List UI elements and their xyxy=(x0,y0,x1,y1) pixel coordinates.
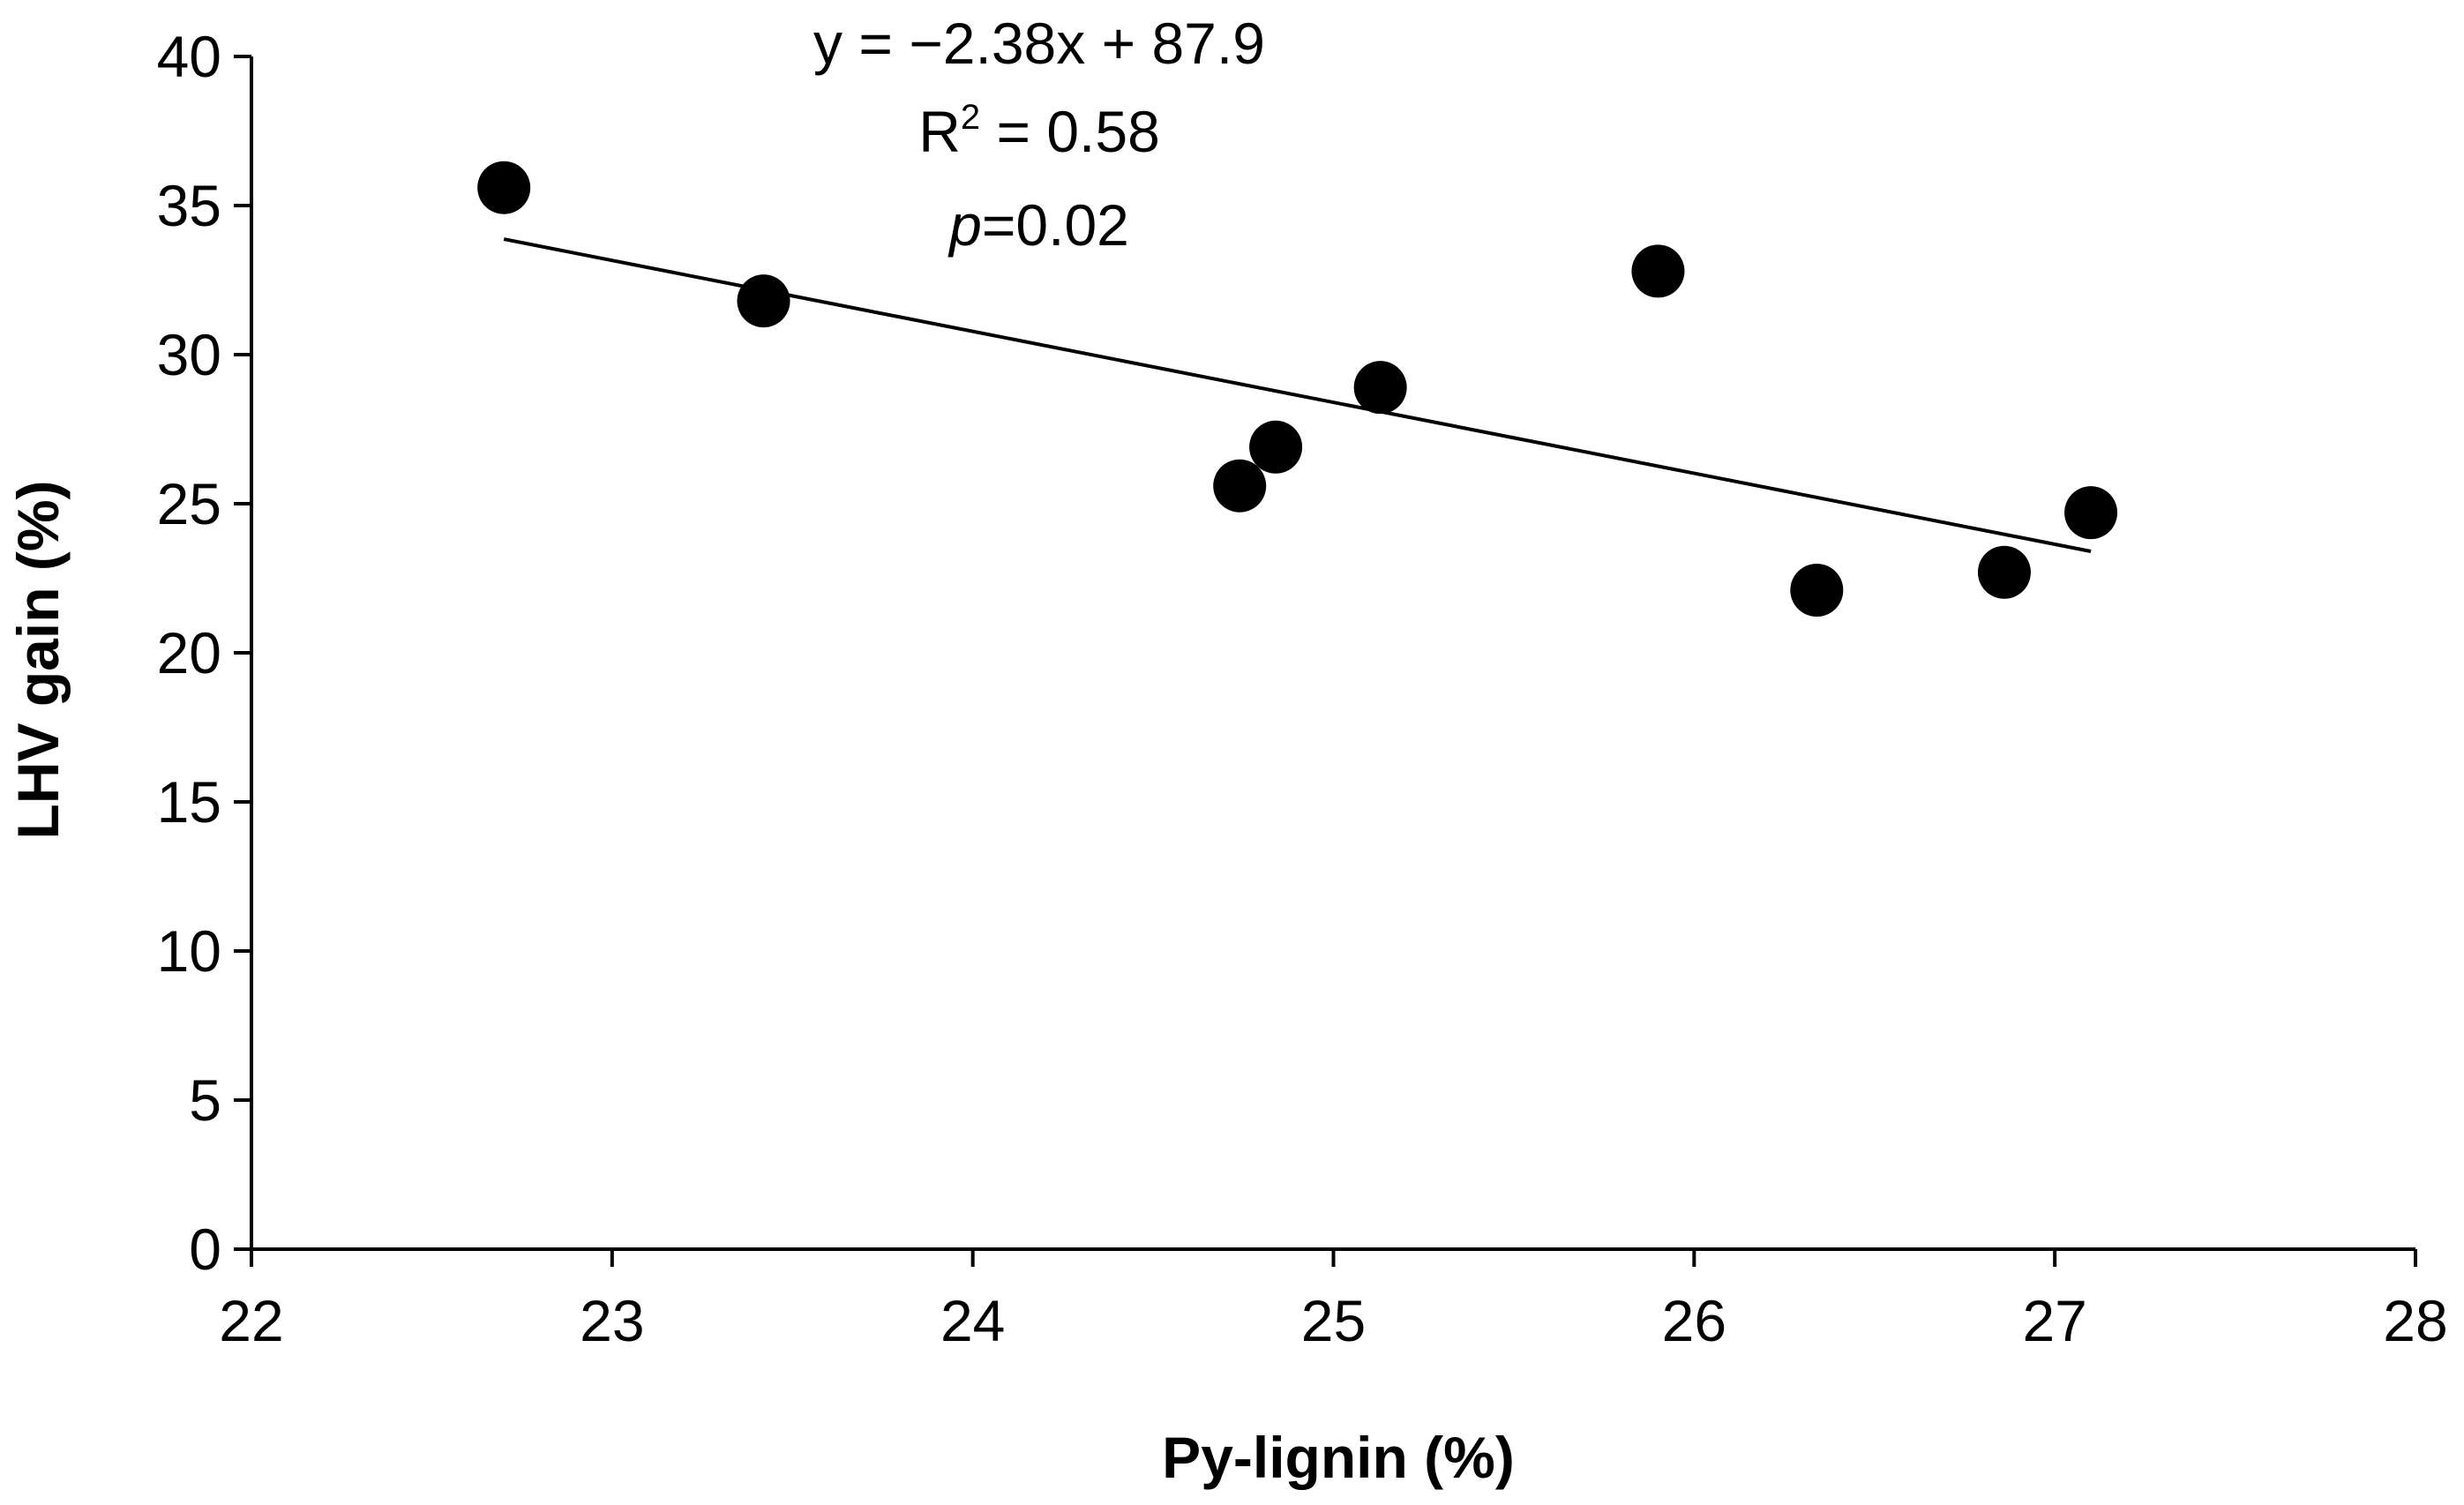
r-squared-superscript: 2 xyxy=(961,98,980,137)
y-tick-label: 25 xyxy=(157,471,221,536)
x-tick-label: 22 xyxy=(219,1288,283,1353)
y-tick-label: 20 xyxy=(157,620,221,685)
data-point xyxy=(1249,420,1303,474)
y-tick-label: 30 xyxy=(157,322,221,387)
y-tick-label: 40 xyxy=(157,24,221,89)
r-squared-label: R2 = 0.58 xyxy=(918,98,1160,164)
x-tick-label: 25 xyxy=(1301,1288,1366,1353)
data-point xyxy=(2064,486,2118,540)
x-tick-label: 23 xyxy=(580,1288,644,1353)
r-squared-value: = 0.58 xyxy=(980,99,1160,164)
p-value-label: p=0.02 xyxy=(947,192,1129,258)
y-tick-label: 15 xyxy=(157,769,221,835)
x-axis-ticks: 22 23 24 25 26 27 28 xyxy=(219,1249,2448,1353)
r-squared-prefix: R xyxy=(918,99,961,164)
data-point xyxy=(1790,564,1844,618)
p-symbol: p xyxy=(947,192,982,258)
x-tick-label: 24 xyxy=(940,1288,1005,1353)
data-point xyxy=(1977,545,2031,599)
data-point xyxy=(477,161,531,214)
y-axis-ticks: 0 5 10 15 20 25 30 35 40 xyxy=(157,24,251,1282)
data-point xyxy=(737,274,790,328)
data-points xyxy=(477,161,2118,618)
y-tick-label: 0 xyxy=(189,1217,221,1282)
axes xyxy=(250,56,2415,1251)
y-axis-title: LHV gain (%) xyxy=(5,481,71,840)
x-axis-title: Py-lignin (%) xyxy=(1162,1425,1515,1490)
equation-label: y = −2.38x + 87.9 xyxy=(813,11,1265,76)
x-tick-label: 27 xyxy=(2022,1288,2086,1353)
regression-annotation: y = −2.38x + 87.9 R2 = 0.58 p=0.02 xyxy=(813,11,1265,258)
x-tick-label: 26 xyxy=(1662,1288,1726,1353)
y-tick-label: 10 xyxy=(157,918,221,984)
p-value: =0.02 xyxy=(982,192,1129,258)
y-tick-label: 5 xyxy=(189,1067,221,1133)
x-tick-label: 28 xyxy=(2383,1288,2447,1353)
y-tick-label: 35 xyxy=(157,173,221,238)
data-point xyxy=(1213,459,1267,513)
data-point xyxy=(1353,361,1407,415)
data-point xyxy=(1631,244,1685,298)
